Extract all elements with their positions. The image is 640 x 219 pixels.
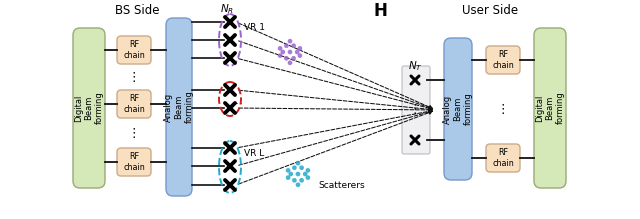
Circle shape (303, 172, 308, 176)
Text: RF
chain: RF chain (123, 40, 145, 60)
Circle shape (291, 56, 296, 61)
Circle shape (298, 46, 302, 51)
Text: $\mathbf{H}$: $\mathbf{H}$ (373, 4, 387, 21)
FancyBboxPatch shape (73, 28, 105, 188)
Text: Digital
Beam
forming: Digital Beam forming (535, 92, 565, 124)
Text: Scatterers: Scatterers (318, 182, 365, 191)
Circle shape (284, 43, 289, 48)
Circle shape (292, 178, 297, 183)
Circle shape (292, 165, 297, 170)
FancyBboxPatch shape (166, 18, 192, 196)
Circle shape (287, 60, 292, 65)
Circle shape (287, 39, 292, 44)
Text: ⋮: ⋮ (497, 102, 509, 115)
Circle shape (305, 175, 310, 180)
Circle shape (296, 182, 300, 187)
Text: ⋮: ⋮ (128, 71, 140, 83)
Circle shape (305, 168, 310, 173)
Circle shape (287, 50, 292, 54)
Text: Digital
Beam
forming: Digital Beam forming (74, 92, 104, 124)
Text: RF
chain: RF chain (492, 50, 514, 70)
Text: User Side: User Side (462, 4, 518, 16)
Circle shape (286, 175, 291, 180)
Text: ⋮: ⋮ (128, 127, 140, 140)
Text: ...: ... (232, 95, 244, 108)
FancyBboxPatch shape (402, 66, 430, 154)
Circle shape (296, 161, 300, 166)
FancyBboxPatch shape (117, 90, 151, 118)
Circle shape (296, 172, 300, 176)
FancyBboxPatch shape (117, 148, 151, 176)
Circle shape (295, 50, 300, 54)
Text: BS Side: BS Side (115, 4, 159, 16)
Circle shape (286, 168, 291, 173)
Circle shape (300, 178, 304, 183)
Text: Analog
Beam
forming: Analog Beam forming (443, 93, 473, 125)
Circle shape (284, 56, 289, 61)
Circle shape (280, 50, 285, 54)
FancyBboxPatch shape (534, 28, 566, 188)
FancyBboxPatch shape (444, 38, 472, 180)
FancyBboxPatch shape (117, 36, 151, 64)
Circle shape (278, 53, 282, 58)
Circle shape (298, 53, 302, 58)
Circle shape (289, 172, 293, 176)
FancyBboxPatch shape (486, 144, 520, 172)
FancyBboxPatch shape (486, 46, 520, 74)
Text: $N_{R}$: $N_{R}$ (220, 2, 234, 16)
Circle shape (300, 165, 304, 170)
Text: VR L: VR L (244, 148, 264, 157)
Text: RF
chain: RF chain (123, 94, 145, 114)
Text: ⋮: ⋮ (409, 104, 421, 117)
Text: Analog
Beam
forming: Analog Beam forming (164, 91, 194, 123)
Text: VR 1: VR 1 (244, 23, 265, 32)
Circle shape (291, 43, 296, 48)
Text: RF
chain: RF chain (123, 152, 145, 172)
Text: $N_{T}$: $N_{T}$ (408, 59, 422, 73)
Circle shape (278, 46, 282, 51)
Text: RF
chain: RF chain (492, 148, 514, 168)
